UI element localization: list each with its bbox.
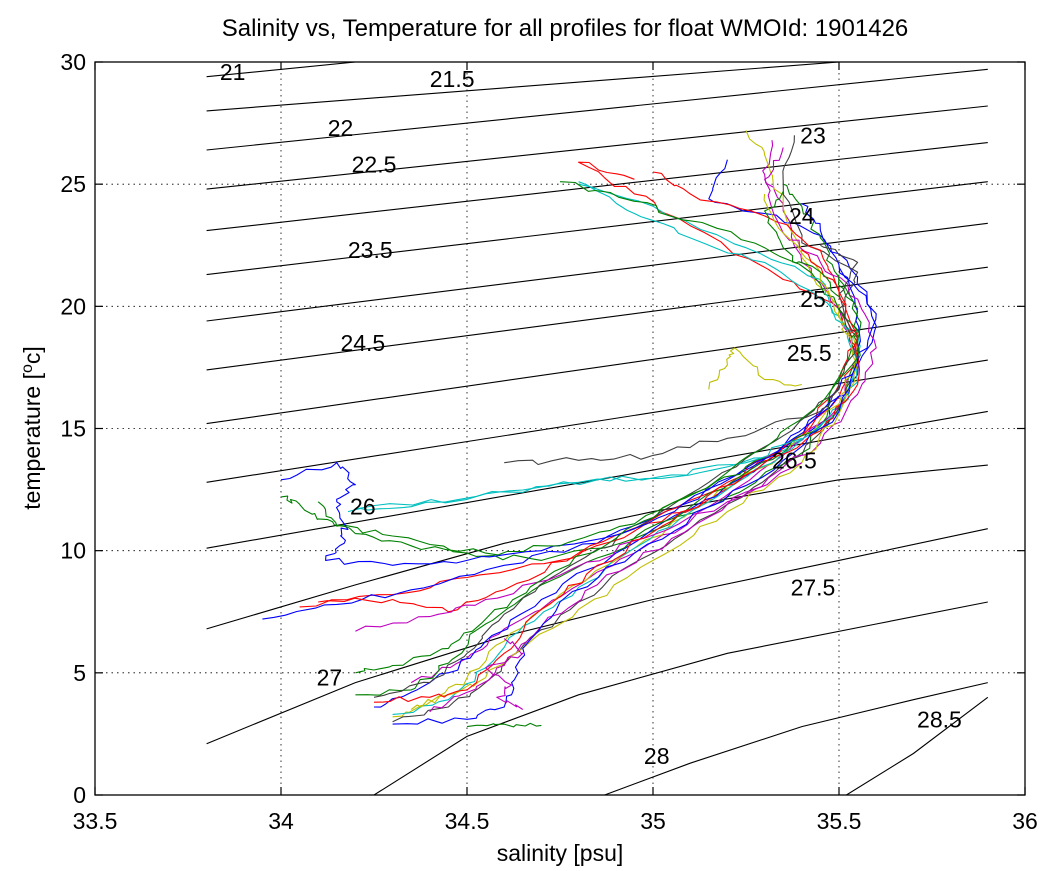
- axis-ticks: 33.5 34 34.5 35 35.5 36 0 5 10 15 20 25 30: [60, 49, 1037, 834]
- isopycnal-label: 24: [789, 203, 815, 229]
- isopycnal-label: 28.5: [917, 706, 962, 732]
- x-tick-label: 34.5: [445, 808, 490, 834]
- profile-series: [262, 130, 877, 728]
- x-tick-label: 36: [1012, 808, 1038, 834]
- isopycnal-label: 27.5: [791, 574, 836, 600]
- isopycnal-line: [206, 62, 840, 112]
- isopycnal-lines: [206, 62, 989, 795]
- y-axis-label-tail: c]: [19, 346, 45, 364]
- isopycnal-label: 24.5: [340, 330, 385, 356]
- x-tick-label: 35: [640, 808, 666, 834]
- y-tick-label: 20: [60, 293, 86, 319]
- isopycnal-line: [206, 68, 988, 151]
- profile-line: [280, 396, 840, 566]
- isopycnal-line: [206, 222, 988, 322]
- profile-line: [355, 462, 803, 632]
- profile-line: [373, 249, 861, 703]
- profile-line: [410, 140, 859, 684]
- isopycnal-label: 23: [800, 122, 826, 148]
- y-tick-label: 5: [73, 660, 86, 686]
- isopycnal-label: 27: [317, 665, 343, 691]
- x-tick-label: 34: [268, 808, 294, 834]
- isopycnal-label: 21.5: [430, 66, 475, 92]
- isopycnal-line: [206, 105, 988, 190]
- isopycnal-label: 26: [350, 494, 376, 520]
- x-axis-label: salinity [psu]: [497, 840, 624, 866]
- y-tick-label: 15: [60, 416, 86, 442]
- y-axis-label: temperature [oc]: [19, 346, 45, 510]
- isopycnal-line: [846, 696, 989, 795]
- isopycnal-line: [373, 601, 988, 795]
- isopycnal-line: [206, 181, 988, 276]
- isopycnal-line: [206, 142, 988, 232]
- isopycnal-label: 23.5: [348, 237, 393, 263]
- isopycnal-label: 25.5: [787, 340, 832, 366]
- y-tick-label: 25: [60, 171, 86, 197]
- isopycnal-label: 26.5: [772, 447, 817, 473]
- x-tick-label: 35.5: [817, 808, 862, 834]
- y-tick-label: 10: [60, 538, 86, 564]
- isopycnal-label: 22.5: [352, 152, 397, 178]
- isopycnal-label: 21: [220, 59, 246, 85]
- profile-line: [317, 183, 861, 561]
- profile-line: [559, 181, 840, 298]
- isopycnal-label: 22: [328, 115, 354, 141]
- isopycnal-labels: 21 21.5 22 22.5 23 23.5 24 24.5 25 25.5 26 26.5 27 27…: [220, 59, 962, 769]
- profile-line: [485, 638, 524, 710]
- profile-line: [708, 347, 802, 390]
- isopycnal-line: [604, 682, 988, 795]
- isopycnal-line: [206, 528, 988, 745]
- chart-title: Salinity vs, Temperature for all profile…: [222, 15, 909, 42]
- profile-line: [355, 274, 862, 674]
- profile-line: [504, 386, 840, 466]
- profile-line: [392, 266, 877, 725]
- profile-line: [466, 722, 542, 728]
- isopycnal-line: [206, 464, 988, 630]
- isopycnal-label: 25: [800, 286, 826, 312]
- isopycnal-label: 28: [644, 743, 670, 769]
- y-tick-label: 30: [60, 49, 86, 75]
- x-tick-label: 33.5: [73, 808, 118, 834]
- y-axis-label-main: temperature [: [19, 372, 45, 509]
- profile-line: [355, 437, 802, 510]
- profile-line: [392, 183, 859, 715]
- y-axis-label-sup: o: [19, 364, 36, 373]
- y-tick-label: 0: [73, 782, 86, 808]
